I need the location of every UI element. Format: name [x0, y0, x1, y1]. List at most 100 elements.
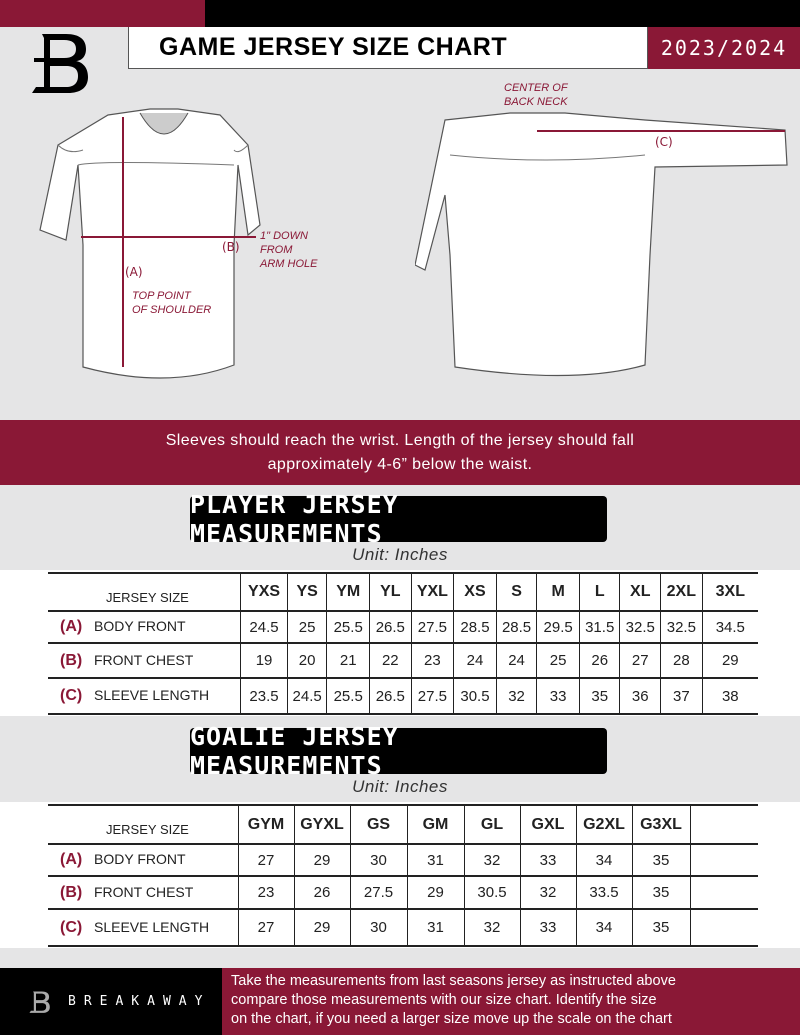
measurement-value-cell: 23 — [237, 876, 294, 910]
measurement-value-cell: 33 — [519, 909, 576, 947]
measurement-value-cell: 35 — [631, 909, 690, 947]
size-header-cell: YS — [286, 572, 327, 612]
measurement-value-cell: 20 — [286, 643, 327, 679]
measurement-value-cell: 33.5 — [575, 876, 632, 910]
measurement-letter: (C) — [60, 687, 83, 704]
measurement-value-cell: 32.5 — [660, 611, 703, 644]
table-header-row: JERSEY SIZE YXS YS YM YL YXL XS S M L XL 2XL 3XL — [48, 572, 758, 612]
measurement-label: SLEEVE LENGTH — [94, 687, 210, 703]
breakaway-logo-icon — [32, 34, 88, 93]
measurement-value-cell: 27.5 — [410, 611, 454, 644]
top-bar — [205, 0, 800, 27]
table-row: (A) BODY FRONT 24.5 25 25.5 26.5 27.5 28.5 28.5 2… — [48, 611, 758, 644]
measurement-value-cell: 27 — [237, 844, 294, 877]
measurement-value-cell: 25.5 — [326, 678, 370, 715]
table-row: (B) FRONT CHEST 19 20 21 22 23 24 24 25 26 27 28 29 — [48, 643, 758, 679]
measurement-value-cell: 34 — [575, 909, 632, 947]
size-header-cell: XS — [453, 572, 497, 612]
table-row: (C) SLEEVE LENGTH 27 29 30 31 32 33 34 35 — [48, 909, 758, 947]
note-shoulder: TOP POINT OF SHOULDER — [132, 289, 211, 317]
measurement-value-cell: 25.5 — [326, 611, 370, 644]
measurement-letter: (A) — [60, 618, 83, 635]
measurement-value-cell: 27 — [237, 909, 294, 947]
measurement-value-cell: 28 — [660, 643, 703, 679]
measurement-value-cell: 31.5 — [578, 611, 620, 644]
measurement-value-cell: 33 — [519, 844, 576, 877]
footer-instructions: Take the measurements from last seasons … — [222, 968, 800, 1035]
size-header-cell: S — [495, 572, 537, 612]
measurement-value-cell: 37 — [660, 678, 703, 715]
note-line: FROM — [260, 244, 293, 256]
measurement-value-cell: 27 — [619, 643, 661, 679]
measurement-value-cell: 29 — [293, 844, 350, 877]
measurement-value-cell: 31 — [406, 909, 464, 947]
measurement-value-cell: 23.5 — [240, 678, 288, 715]
size-header-cell: L — [578, 572, 620, 612]
season-badge: 2023/2024 — [648, 27, 800, 69]
measurement-value-cell: 32 — [463, 909, 520, 947]
measurement-value-cell — [689, 909, 758, 947]
size-header-cell: GS — [349, 804, 407, 845]
measurement-value-cell: 32 — [463, 844, 520, 877]
measurement-letter: (B) — [60, 883, 83, 901]
table-row: (C) SLEEVE LENGTH 23.5 24.5 25.5 26.5 27.5 30.5… — [48, 678, 758, 715]
note-line: TOP POINT — [132, 290, 191, 302]
footer-line: Take the measurements from last seasons … — [231, 973, 676, 989]
size-header-cell: 2XL — [660, 572, 703, 612]
measurement-letter: (C) — [60, 918, 83, 936]
measurement-value-cell: 24 — [453, 643, 497, 679]
measurement-value-cell — [689, 844, 758, 877]
measurement-value-cell: 35 — [631, 876, 690, 910]
size-header-cell: YXL — [410, 572, 454, 612]
measurement-value-cell: 23 — [410, 643, 454, 679]
measurement-value-cell: 19 — [240, 643, 288, 679]
measurement-value-cell: 29 — [406, 876, 464, 910]
measurement-label-cell: (A) BODY FRONT — [48, 844, 238, 877]
measurement-value-cell: 32 — [519, 876, 576, 910]
measurement-value-cell: 36 — [619, 678, 661, 715]
measurement-value-cell: 24.5 — [286, 678, 327, 715]
table-row: (A) BODY FRONT 27 29 30 31 32 33 34 35 — [48, 844, 758, 877]
label-a: (A) — [125, 265, 143, 279]
size-header-cell: GYXL — [293, 804, 350, 845]
measurement-value-cell: 32.5 — [619, 611, 661, 644]
measurement-value-cell: 32 — [495, 678, 537, 715]
goalie-size-table: JERSEY SIZE GYM GYXL GS GM GL GXL G2XL G3XL (A) BO… — [48, 804, 758, 947]
measurement-value-cell: 25 — [286, 611, 327, 644]
measurement-value-cell: 22 — [369, 643, 412, 679]
table-header-row: JERSEY SIZE GYM GYXL GS GM GL GXL G2XL G3XL — [48, 804, 758, 845]
measurement-label-cell: (C) SLEEVE LENGTH — [48, 909, 238, 947]
measurement-value-cell: 29 — [293, 909, 350, 947]
measurement-value-cell: 28.5 — [495, 611, 537, 644]
measurement-value-cell: 25 — [536, 643, 580, 679]
size-header-cell: YXS — [240, 572, 288, 612]
note-line: OF SHOULDER — [132, 304, 212, 316]
measurement-value-cell: 30.5 — [463, 876, 520, 910]
footer-brand: BREAKAWAY — [0, 968, 222, 1035]
measurement-value-cell: 38 — [701, 678, 758, 715]
measurement-value-cell: 28.5 — [453, 611, 497, 644]
goalie-unit: Unit: Inches — [352, 777, 448, 796]
size-header-cell — [689, 804, 758, 845]
measurement-value-cell: 26 — [293, 876, 350, 910]
measurement-value-cell: 26 — [578, 643, 620, 679]
size-header-cell: XL — [619, 572, 661, 612]
brand-name: BREAKAWAY — [68, 994, 211, 1009]
label-b: (B) — [222, 240, 240, 254]
footer-line: compare those measurements with our size… — [231, 992, 657, 1008]
back-jersey-diagram — [415, 112, 788, 377]
measurement-value-cell: 27.5 — [410, 678, 454, 715]
size-header-cell: YL — [369, 572, 412, 612]
front-jersey-diagram — [39, 108, 261, 379]
note-armhole: 1" DOWN FROM ARM HOLE — [260, 229, 317, 271]
page-title: GAME JERSEY SIZE CHART — [128, 27, 648, 69]
measurement-value-cell: 26.5 — [369, 611, 412, 644]
measurement-label-cell: (B) FRONT CHEST — [48, 876, 238, 910]
size-header-cell: G2XL — [575, 804, 632, 845]
measurement-value-cell: 24.5 — [240, 611, 288, 644]
size-header-cell: GXL — [519, 804, 576, 845]
player-size-table: JERSEY SIZE YXS YS YM YL YXL XS S M L XL 2XL 3XL (A) B… — [48, 572, 758, 715]
player-unit: Unit: Inches — [352, 545, 448, 564]
size-header-cell: M — [536, 572, 580, 612]
instruction-line: Sleeves should reach the wrist. Length o… — [165, 432, 635, 449]
